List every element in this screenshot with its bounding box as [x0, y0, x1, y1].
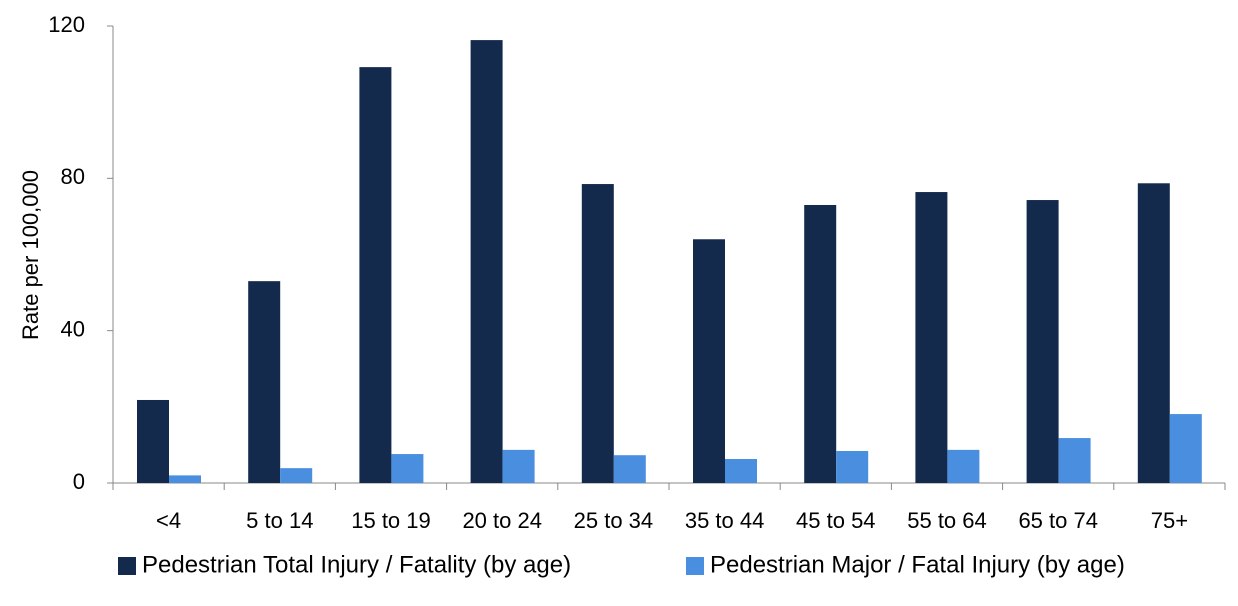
- bar: [1058, 438, 1091, 483]
- bar: [725, 459, 757, 483]
- y-tick-label: 120: [48, 12, 85, 37]
- legend-swatch: [686, 557, 704, 575]
- x-tick-label: 35 to 44: [685, 508, 765, 533]
- y-tick-label: 80: [61, 164, 85, 189]
- x-tick-label: 45 to 54: [796, 508, 876, 533]
- x-tick-label: 15 to 19: [351, 508, 431, 533]
- x-tick-label: <4: [156, 508, 181, 533]
- bar: [581, 184, 614, 483]
- x-tick-label: 25 to 34: [574, 508, 654, 533]
- x-tick-label: 5 to 14: [246, 508, 313, 533]
- x-tick-label: 20 to 24: [462, 508, 542, 533]
- bar: [137, 399, 169, 483]
- y-axis-label: Rate per 100,000: [18, 170, 43, 340]
- bar: [915, 192, 948, 483]
- y-tick-label: 0: [73, 469, 85, 494]
- bar: [804, 204, 837, 483]
- bar: [359, 67, 392, 483]
- bar: [502, 449, 535, 483]
- bar: [693, 239, 725, 483]
- y-tick-label: 40: [61, 316, 85, 341]
- x-tick-label: 65 to 74: [1018, 508, 1098, 533]
- bar: [947, 449, 980, 483]
- legend-label: Pedestrian Total Injury / Fatality (by a…: [142, 551, 571, 578]
- bar: [1026, 200, 1059, 483]
- bar: [613, 455, 646, 483]
- x-tick-label: 55 to 64: [907, 508, 987, 533]
- bar: [391, 454, 424, 483]
- bar: [470, 40, 503, 484]
- bar: [1169, 414, 1202, 483]
- x-tick-label: 75+: [1151, 508, 1188, 533]
- bar: [248, 281, 281, 483]
- bar: [1137, 183, 1170, 483]
- legend-swatch: [118, 557, 136, 575]
- bar: [280, 468, 313, 483]
- bar: [836, 451, 869, 483]
- bar: [169, 475, 201, 483]
- legend-label: Pedestrian Major / Fatal Injury (by age): [710, 551, 1125, 578]
